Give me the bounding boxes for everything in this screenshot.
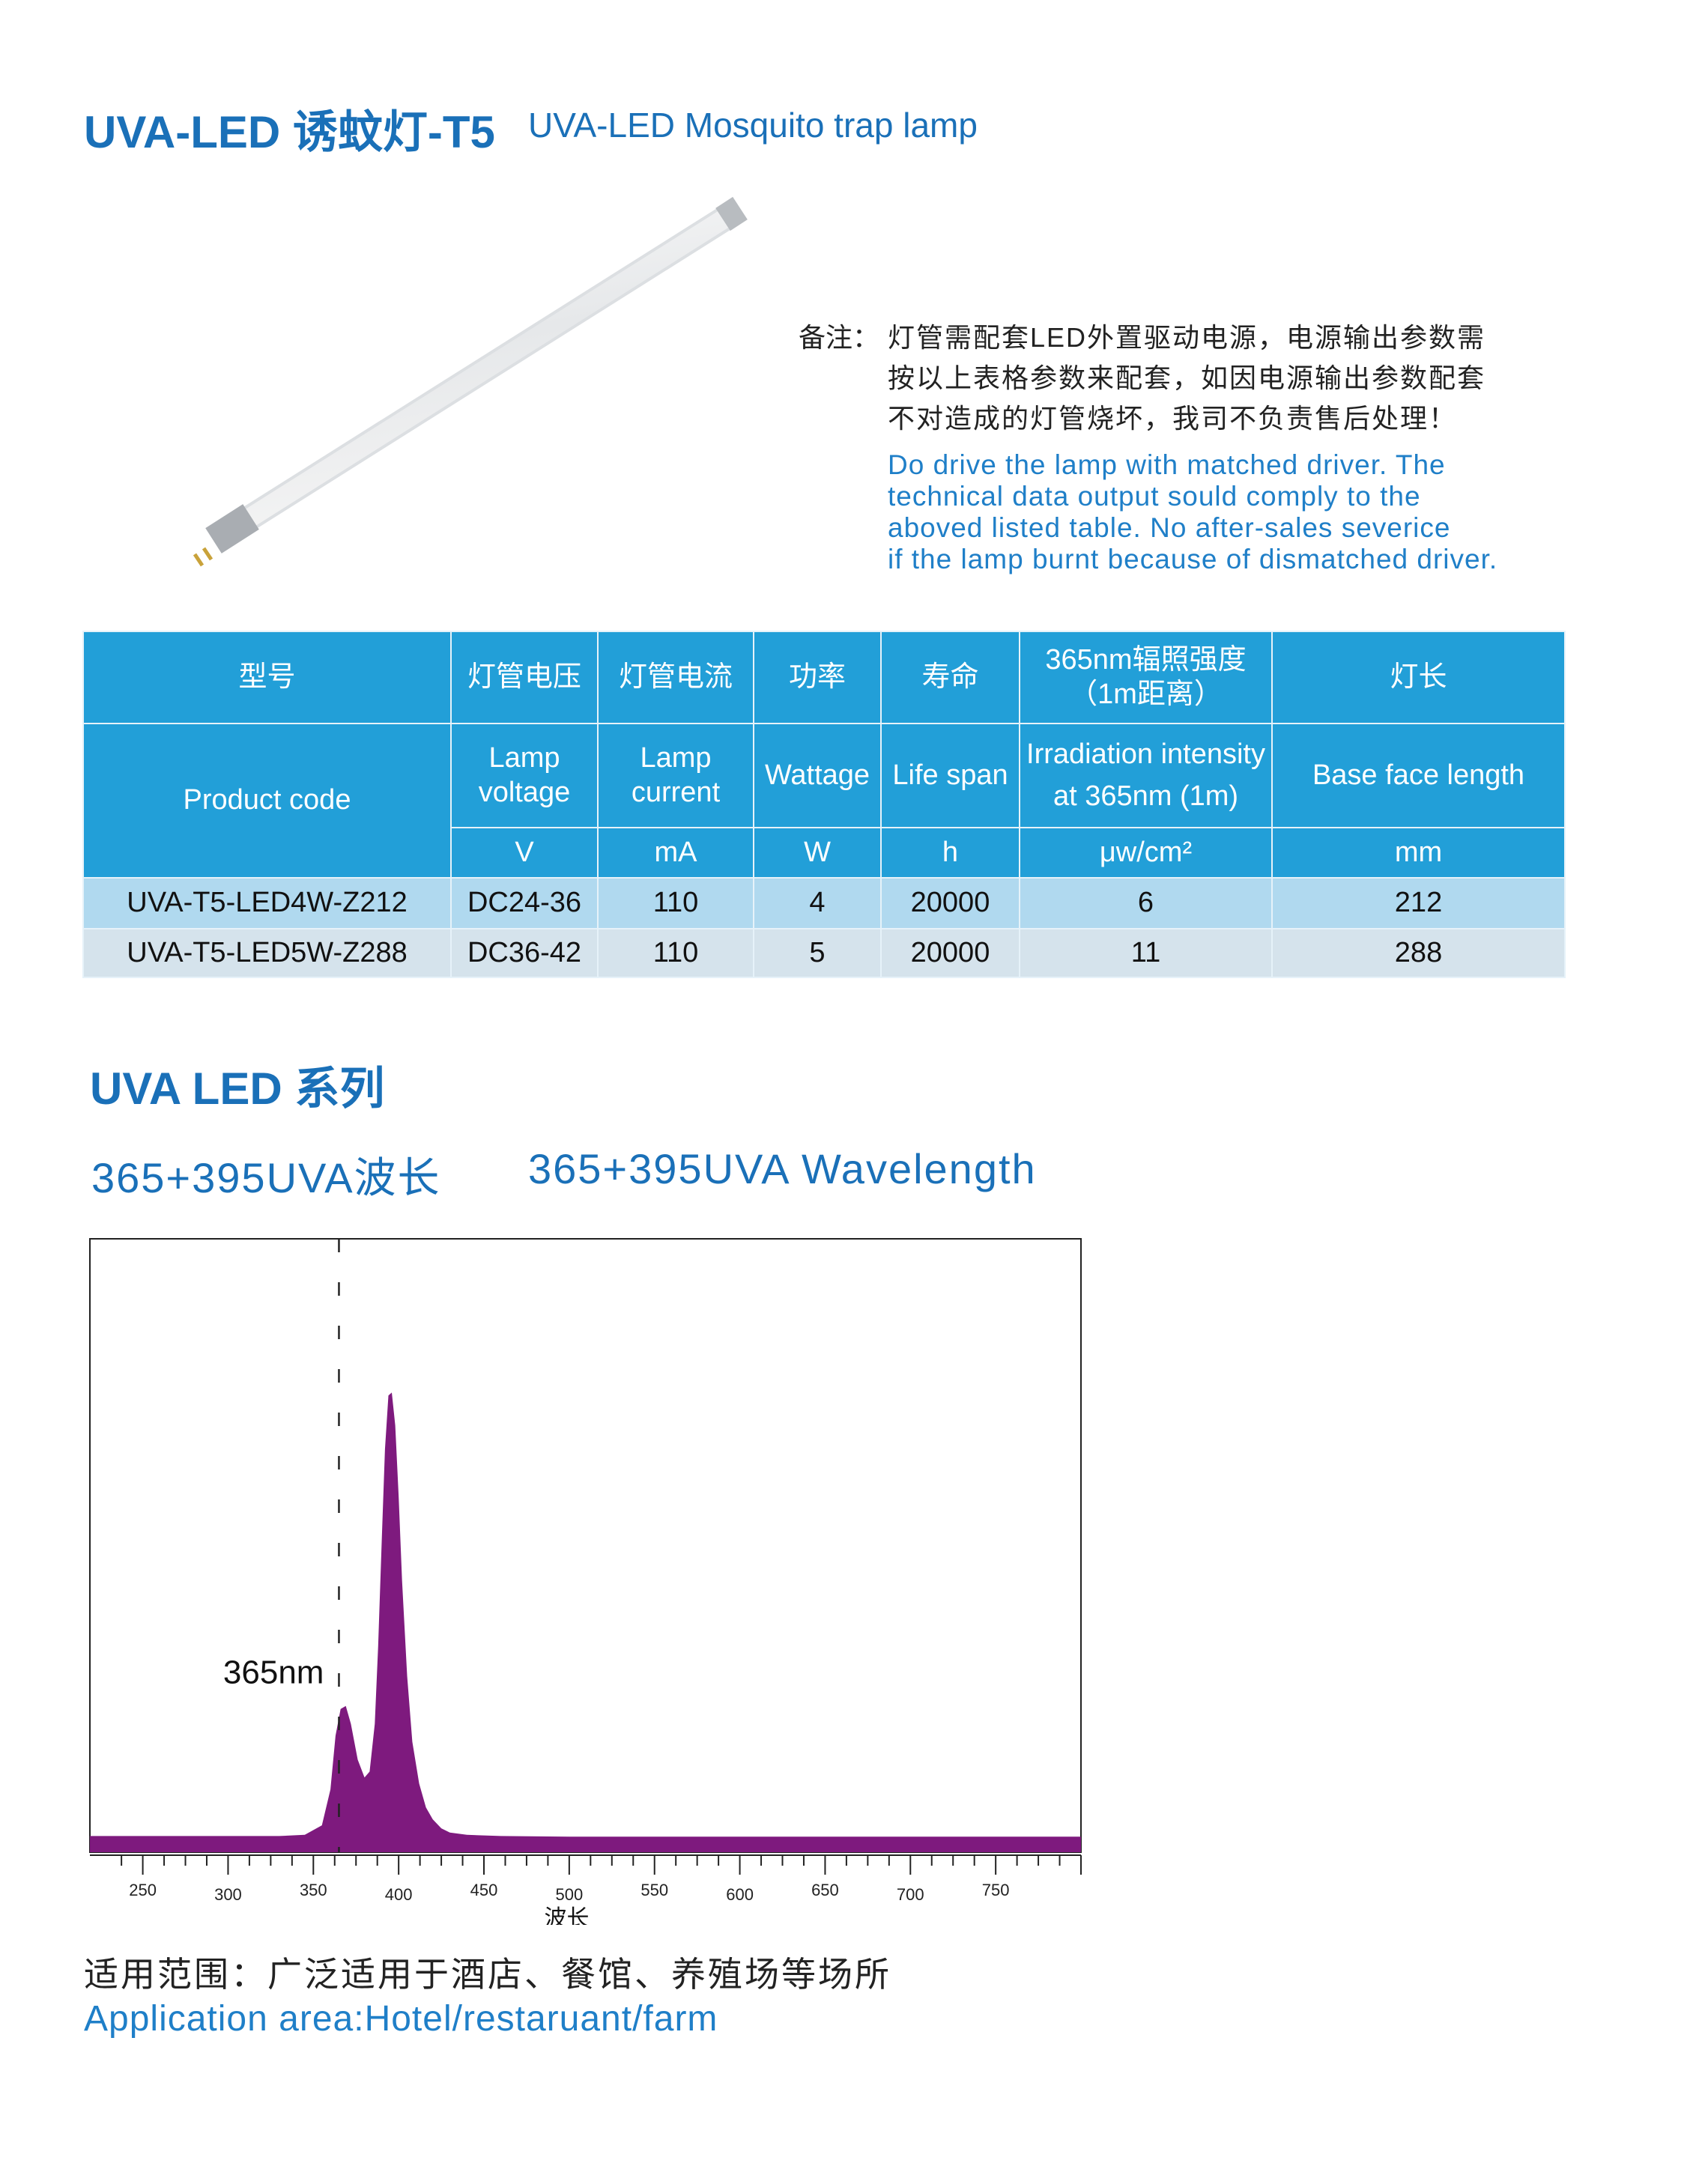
note-cn-line: 灯管需配套LED外置驱动电源，电源输出参数需	[888, 322, 1486, 353]
table-row: UVA-T5-LED4W-Z212 DC24-36 110 4 20000 6 212	[82, 877, 1566, 929]
note-cn-line: 不对造成的灯管烧坏，我司不负责售后处理！	[888, 403, 1458, 434]
spectrum-area	[90, 1392, 1081, 1852]
x-tick-label: 400	[385, 1885, 413, 1904]
page-title: UVA-LED 诱蚊灯-T5	[84, 107, 495, 157]
x-tick-label: 450	[470, 1881, 498, 1899]
table-header-en: Product code Lamp voltage Lamp current W…	[82, 723, 1566, 879]
page-subtitle: UVA-LED Mosquito trap lamp	[528, 106, 978, 145]
x-tick-label: 550	[640, 1881, 668, 1899]
application-en: Application area:Hotel/restaruant/farm	[84, 1999, 718, 2039]
x-tick-label: 700	[897, 1885, 924, 1904]
note-en-line: aboved listed table. No after-sales seve…	[888, 512, 1451, 543]
table-header-cn: 型号 灯管电压 灯管电流 功率 寿命 365nm辐照强度（1m距离） 灯长	[82, 631, 1566, 724]
note-en-line: if the lamp burnt because of dismatched …	[888, 544, 1498, 574]
x-tick-label: 650	[811, 1881, 839, 1899]
spectrum-chart: 365nm 250 300 350 400 450 500 550 600 650 700 750 波长	[89, 1238, 1082, 1925]
table-row: UVA-T5-LED5W-Z288 DC36-42 110 5 20000 11 288	[82, 928, 1566, 978]
section-title: UVA LED 系列	[90, 1064, 385, 1114]
plot-frame	[89, 1238, 1082, 1853]
spec-table: 型号 灯管电压 灯管电流 功率 寿命 365nm辐照强度（1m距离） 灯长 Pr…	[82, 631, 1566, 978]
lamp-tube-image	[193, 196, 748, 567]
note-en-line: Do drive the lamp with matched driver. T…	[888, 449, 1446, 480]
application-cn: 适用范围：广泛适用于酒店、餐馆、养殖场等场所	[84, 1955, 891, 1994]
x-tick-label: 300	[214, 1885, 242, 1904]
x-tick-label: 350	[300, 1881, 327, 1899]
x-tick-label: 750	[982, 1881, 1010, 1899]
x-tick-label: 500	[556, 1885, 584, 1904]
x-tick-label: 600	[726, 1885, 754, 1904]
annotation-label: 365nm	[223, 1654, 324, 1691]
table-header-units: V mA W h μw/cm² mm	[83, 827, 1566, 879]
x-axis-label: 波长	[545, 1905, 590, 1925]
wavelength-en: 365+395UVA Wavelength	[528, 1145, 1037, 1192]
x-tick-label: 250	[129, 1881, 157, 1899]
note-en-line: technical data output sould comply to th…	[888, 481, 1421, 512]
wavelength-cn: 365+395UVA波长	[91, 1154, 441, 1201]
note-cn-line: 按以上表格参数来配套，如因电源输出参数配套	[888, 363, 1486, 393]
note-label: 备注：	[799, 322, 880, 353]
